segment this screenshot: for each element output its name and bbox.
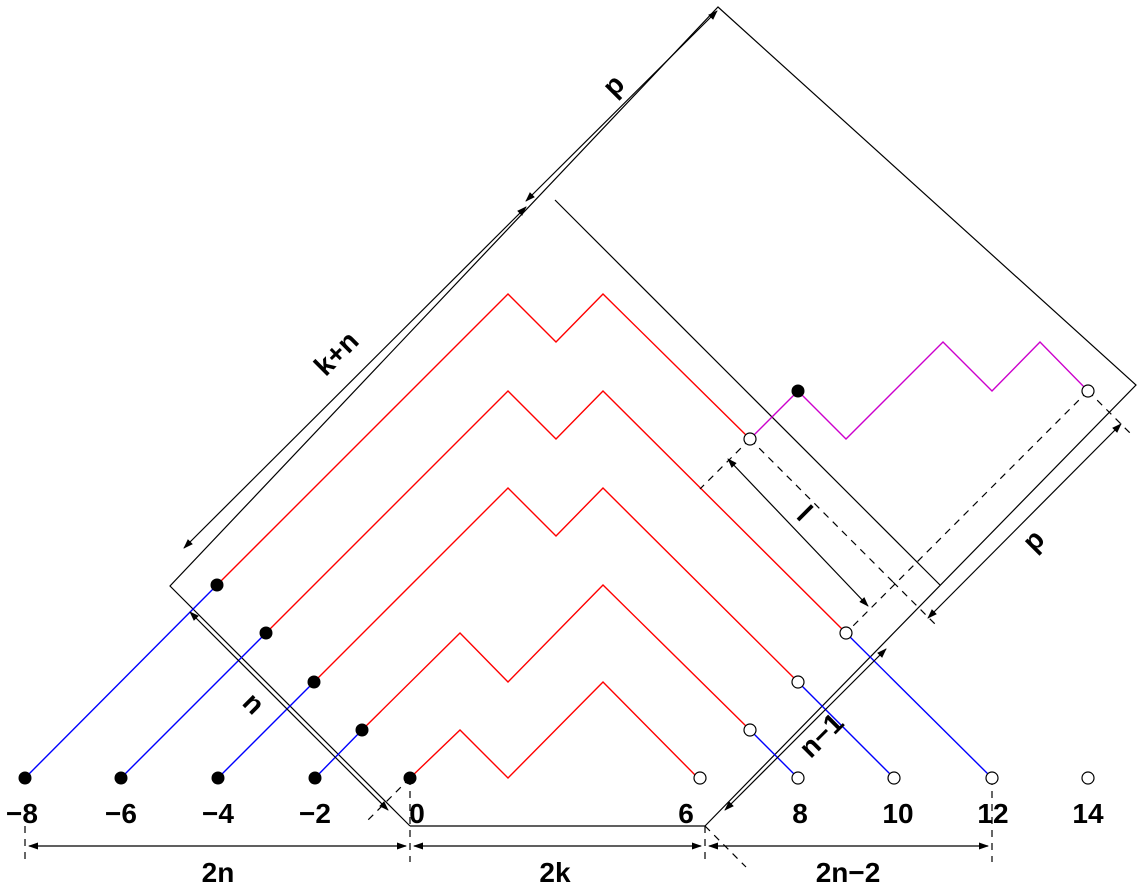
label-2n-minus-2: 2n−2 <box>816 857 881 888</box>
open-point <box>887 771 901 785</box>
dashed-lines <box>24 390 1134 868</box>
filled-point <box>18 771 32 785</box>
filled-point <box>259 626 273 640</box>
blue-segment <box>845 632 993 779</box>
open-point <box>791 771 805 785</box>
blue-segment <box>749 729 799 779</box>
open-point <box>1081 384 1095 398</box>
arrow-l <box>727 458 869 607</box>
open-point <box>1081 771 1095 785</box>
red-paths <box>216 293 847 779</box>
filled-point <box>308 771 322 785</box>
arrow-k-plus-n <box>183 206 527 549</box>
filled-point <box>210 578 224 592</box>
label-n-minus-1: n−1 <box>793 707 850 764</box>
tick-label: 10 <box>882 798 913 829</box>
arrow-p-right <box>927 423 1122 619</box>
open-point <box>693 771 707 785</box>
tick-label: −2 <box>299 798 331 829</box>
dashed-line <box>749 438 894 583</box>
dashed-line <box>845 390 1089 634</box>
open-point <box>839 626 853 640</box>
label-2n: 2n <box>202 857 235 888</box>
filled-point <box>355 723 369 737</box>
tick-label: 6 <box>678 798 694 829</box>
tick-label: −6 <box>105 798 137 829</box>
arrow-n-minus-1 <box>724 648 887 811</box>
tick-label: 14 <box>1072 798 1104 829</box>
dashed-line <box>699 438 751 490</box>
label-n-left: n <box>237 686 271 720</box>
dashed-line <box>364 777 411 824</box>
tick-label: 0 <box>409 798 425 829</box>
dimension-arrows <box>28 10 1122 850</box>
end-points <box>693 384 1095 785</box>
tick-label: 8 <box>792 798 808 829</box>
open-point <box>743 432 757 446</box>
tick-label: 12 <box>977 798 1008 829</box>
red-path-4 <box>265 390 847 634</box>
blue-segment <box>24 584 218 779</box>
label-l: l <box>791 500 818 527</box>
arrow-p-top <box>525 10 718 202</box>
start-points <box>18 384 805 785</box>
open-point <box>985 771 999 785</box>
outer-rectangle <box>169 6 1137 827</box>
red-path-3 <box>313 487 799 683</box>
tick-label: −4 <box>202 798 234 829</box>
inner-divider-line <box>554 199 941 586</box>
filled-point <box>791 384 805 398</box>
red-path-1 <box>409 681 699 779</box>
filled-point <box>114 771 128 785</box>
label-p-top: p <box>596 68 630 102</box>
open-point <box>743 723 757 737</box>
filled-point <box>211 771 225 785</box>
axis-tick-labels: −8 −6 −4 −2 0 6 8 10 12 14 <box>6 798 1104 829</box>
filled-point <box>307 675 321 689</box>
red-path-2 <box>361 584 751 731</box>
red-path-5 <box>216 293 751 586</box>
label-k-plus-n: k+n <box>308 325 365 382</box>
arrow-n-left <box>189 611 389 811</box>
tick-label: −8 <box>6 798 38 829</box>
filled-point <box>403 771 417 785</box>
dashed-line <box>1087 390 1134 437</box>
label-p-right: p <box>1016 523 1050 557</box>
label-2k: 2k <box>539 857 571 888</box>
open-point <box>791 675 805 689</box>
dashed-line <box>892 581 936 625</box>
